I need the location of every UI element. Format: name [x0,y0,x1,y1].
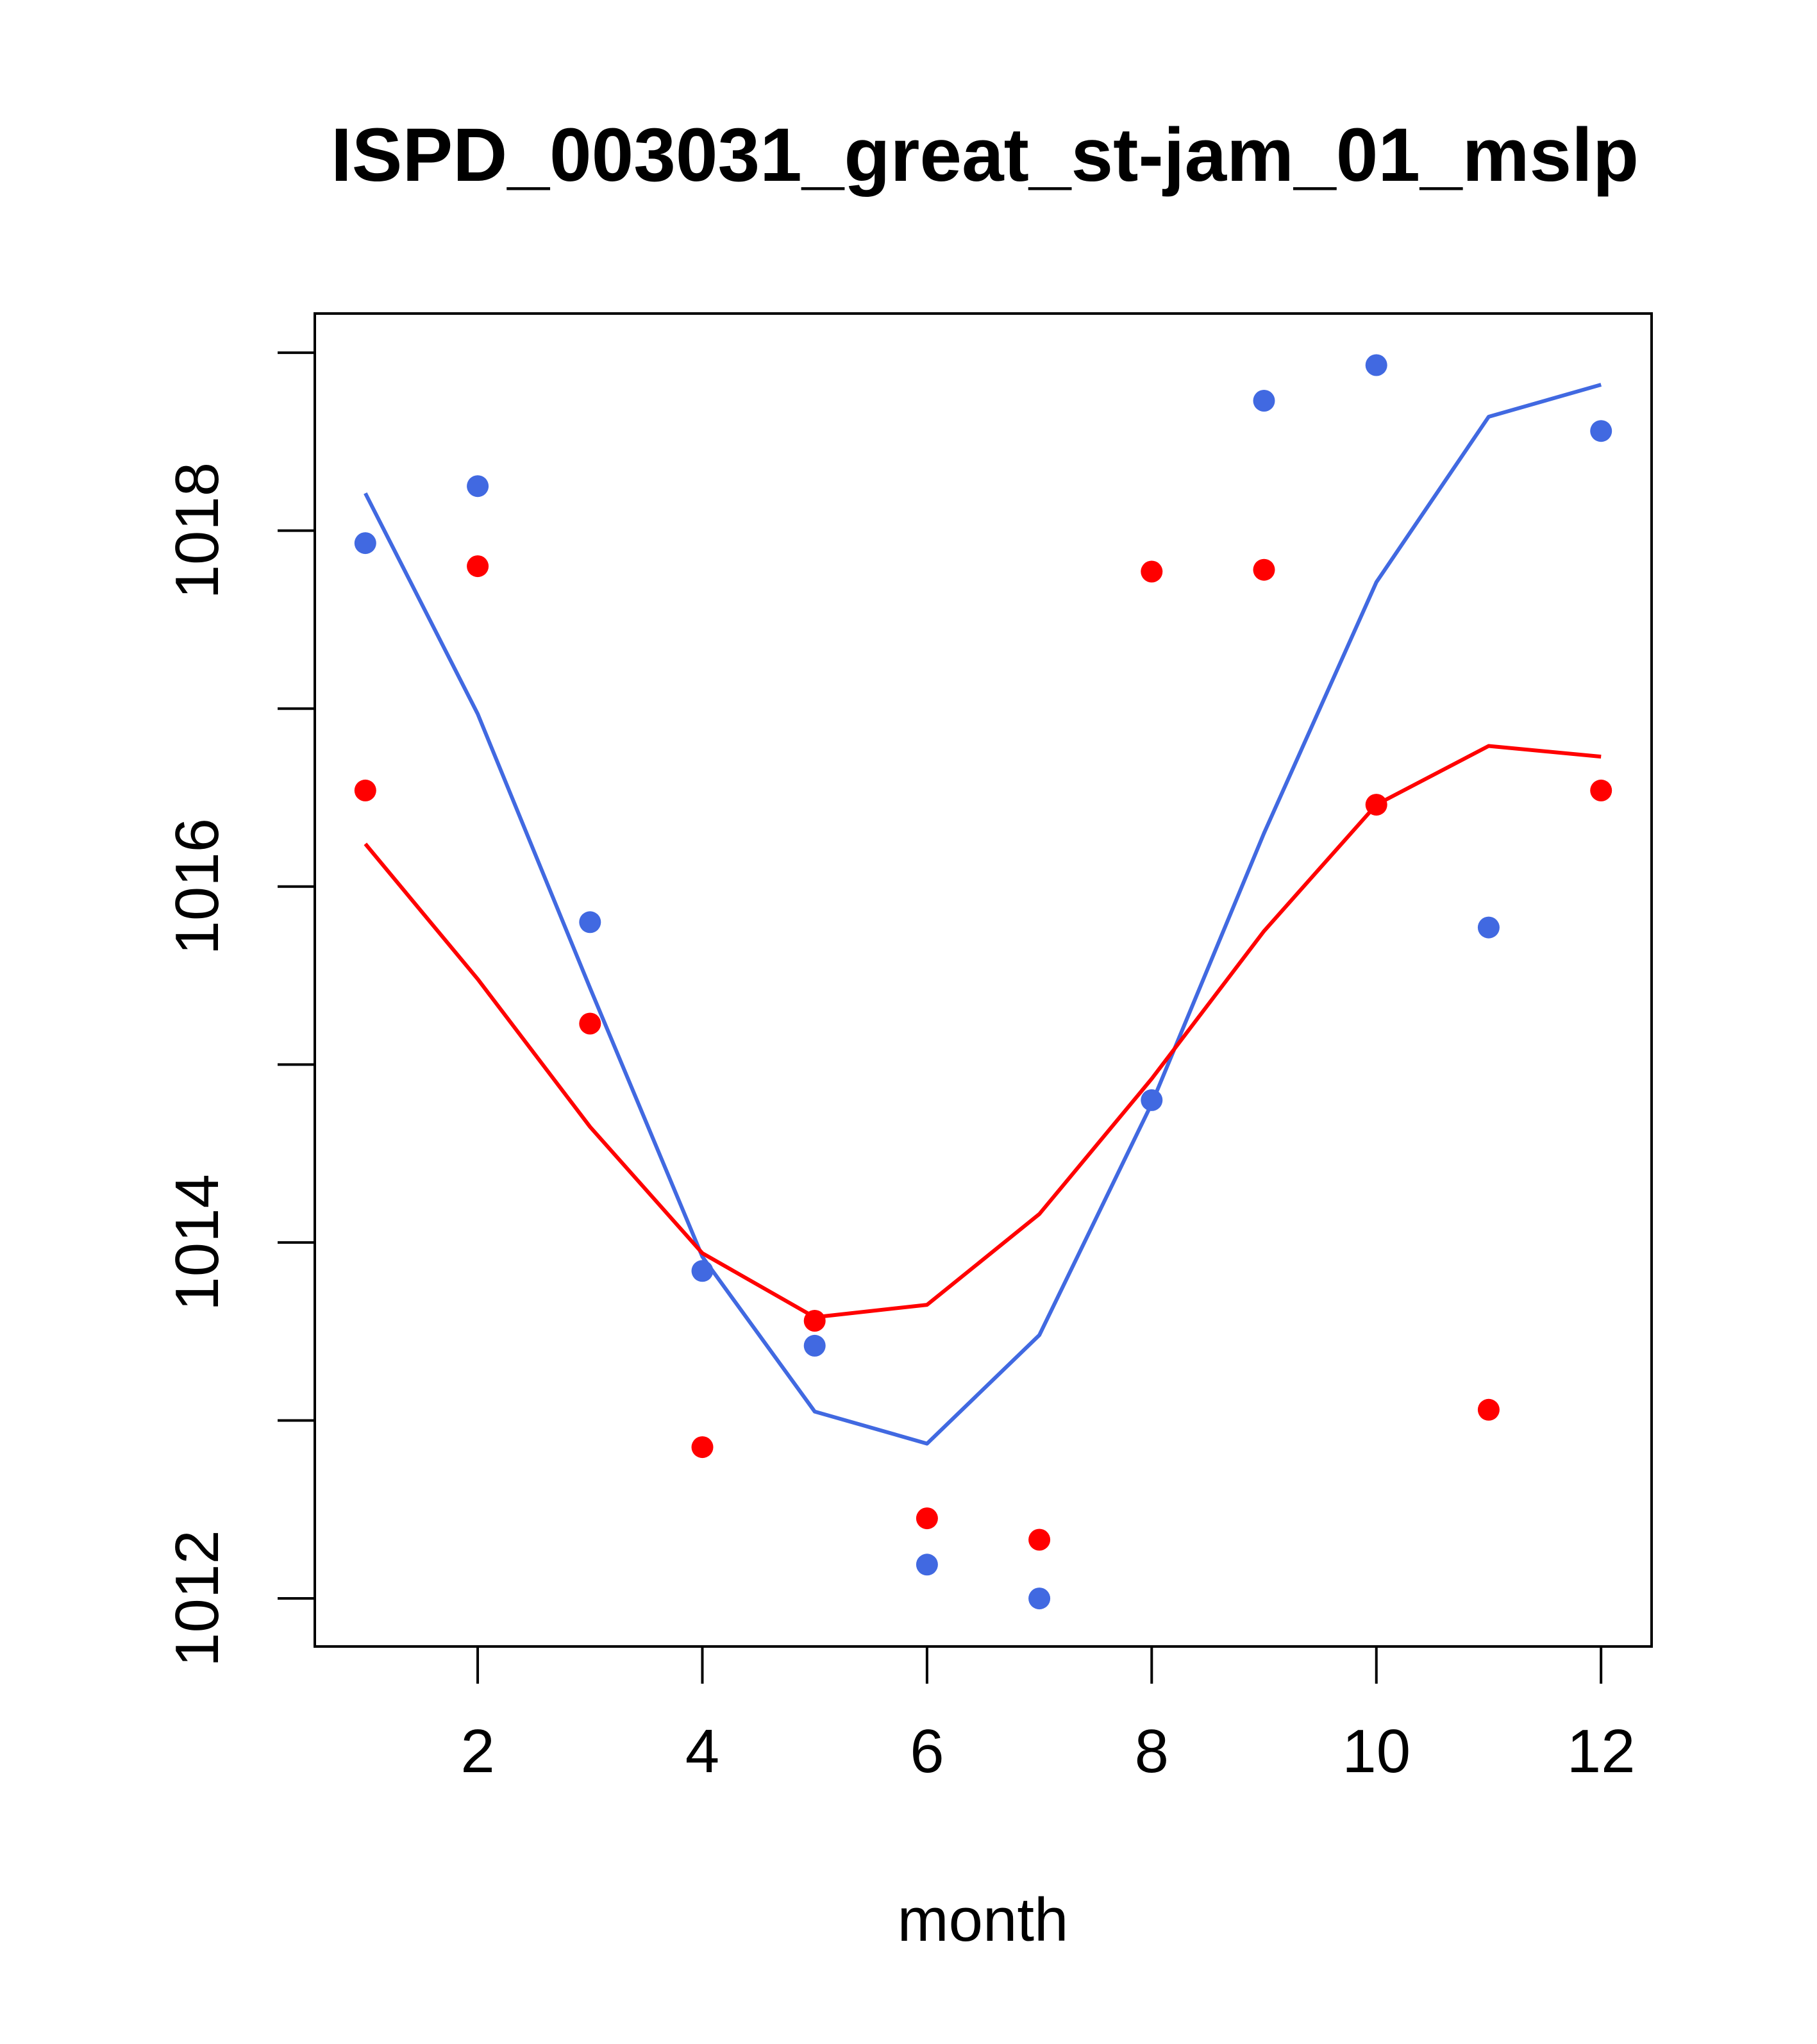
series-layer [354,354,1612,1610]
blue-point [467,475,489,498]
x-tick-label: 12 [1567,1717,1636,1786]
blue-line [364,383,1602,1446]
blue-point [1028,1587,1051,1610]
y-tick-label: 1016 [163,818,231,955]
blue-point [1590,420,1612,442]
red-point [1028,1529,1051,1551]
red-point [1365,794,1387,816]
blue-point [1253,390,1275,412]
x-tick-label: 2 [460,1717,494,1786]
blue-point [803,1334,826,1357]
red-line [364,744,1602,1319]
red-point [803,1310,826,1332]
red-point [467,555,489,578]
blue-point [1477,916,1500,939]
x-tick-label: 4 [685,1717,719,1786]
red-point [1477,1398,1500,1421]
y-tick-label: 1012 [163,1530,231,1667]
red-point [1141,560,1163,583]
x-tick-label: 6 [910,1717,944,1786]
y-tick-label: 1018 [163,462,231,599]
red-point [354,779,376,801]
red-point [579,1012,601,1035]
x-axis: 2 4 6 8 10 12 [460,1645,1636,1786]
red-point [1590,779,1612,801]
red-point [691,1436,714,1459]
red-point [916,1507,938,1530]
y-axis: 1012 1014 1016 1018 [163,351,316,1667]
plot-frame [314,312,1653,1648]
blue-point [916,1554,938,1576]
x-axis-title: month [898,1886,1069,1954]
blue-point [354,532,376,555]
blue-point [691,1260,714,1282]
blue-point [1141,1089,1163,1111]
red-point [1253,558,1275,581]
y-tick-label: 1014 [163,1174,231,1311]
x-tick-label: 8 [1135,1717,1169,1786]
blue-point [579,911,601,934]
blue-point [1365,354,1387,376]
x-tick-label: 10 [1342,1717,1411,1786]
chart-title: ISPD_003031_great_st-jam_01_mslp [331,113,1639,197]
